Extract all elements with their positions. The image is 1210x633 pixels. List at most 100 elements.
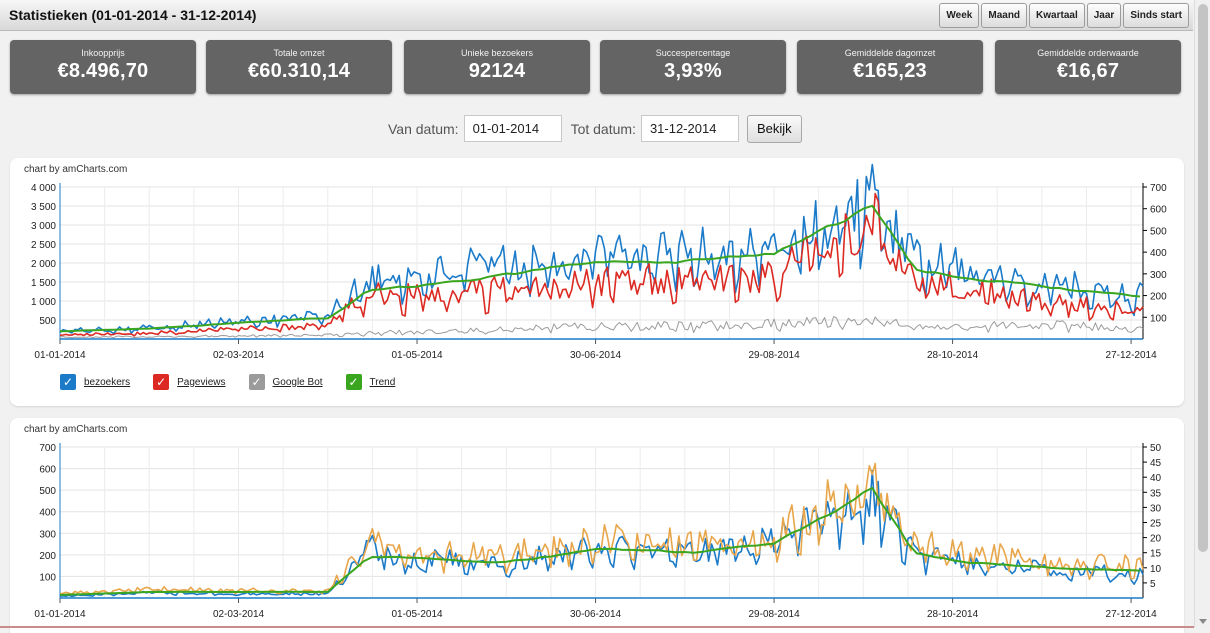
left-axis-tick-label: 3 000 <box>31 221 56 232</box>
kpi-row: Inkoopprijs €8.496,70 Totale omzet €60.3… <box>10 40 1184 94</box>
right-axis-tick-label: 200 <box>1150 292 1167 303</box>
kpi-value: €60.310,14 <box>247 60 351 82</box>
right-axis-tick-label: 15 <box>1150 549 1162 560</box>
kpi-card-purchase-price: Inkoopprijs €8.496,70 <box>10 40 196 94</box>
scrollbar-thumb[interactable] <box>1198 4 1208 552</box>
check-icon: ✓ <box>251 375 262 389</box>
right-axis-tick-label: 40 <box>1150 473 1162 484</box>
series-line-series-1 <box>59 469 1144 598</box>
vertical-scrollbar[interactable] <box>1194 0 1210 628</box>
legend-label[interactable]: Pageviews <box>177 376 226 388</box>
x-axis-tick-label: 27-12-2014 <box>1106 350 1158 361</box>
right-axis-tick-label: 400 <box>1150 248 1167 259</box>
kpi-label: Succespercentage <box>655 48 731 58</box>
left-axis-tick-label: 700 <box>39 443 56 454</box>
from-date-input[interactable] <box>463 115 562 142</box>
x-axis-tick-label: 27-12-2014 <box>1106 609 1158 620</box>
period-month-button[interactable]: Maand <box>981 3 1028 28</box>
x-axis-tick-label: 01-01-2014 <box>34 350 86 361</box>
x-axis-tick-label: 01-05-2014 <box>391 609 443 620</box>
legend-item-pageviews[interactable]: ✓ Pageviews <box>153 374 226 390</box>
chart-credit: chart by amCharts.com <box>24 424 128 435</box>
to-date-label: Tot datum: <box>570 120 636 137</box>
right-axis-tick-label: 5 <box>1150 579 1156 590</box>
right-axis-tick-label: 300 <box>1150 270 1167 281</box>
page-title: Statistieken (01-01-2014 - 31-12-2014) <box>9 7 257 23</box>
left-axis-tick-label: 1 500 <box>31 278 56 289</box>
series-line-google-bot <box>59 316 1144 339</box>
title-bar: Statistieken (01-01-2014 - 31-12-2014) W… <box>0 0 1193 31</box>
kpi-card-success-rate: Succespercentage 3,93% <box>600 40 786 94</box>
scroll-down-icon[interactable] <box>1199 619 1207 624</box>
legend-checkbox[interactable]: ✓ <box>153 374 170 390</box>
kpi-value: €16,67 <box>1056 60 1120 82</box>
right-axis-tick-label: 45 <box>1150 458 1162 469</box>
legend-label[interactable]: Trend <box>369 376 396 388</box>
legend-checkbox[interactable]: ✓ <box>60 374 76 390</box>
legend-checkbox[interactable]: ✓ <box>248 374 265 390</box>
right-axis-tick-label: 30 <box>1150 503 1162 514</box>
x-axis-tick-label: 30-06-2014 <box>570 350 622 361</box>
kpi-label: Gemiddelde orderwaarde <box>1037 48 1139 58</box>
series-line-series-3 <box>59 487 1141 596</box>
left-axis-tick-label: 2 500 <box>31 240 56 251</box>
series-line-series-2 <box>59 462 1144 595</box>
kpi-label: Inkoopprijs <box>81 48 125 58</box>
legend-item-bezoekers[interactable]: ✓ bezoekers <box>60 374 130 390</box>
right-axis-tick-label: 20 <box>1150 534 1162 545</box>
legend-label[interactable]: Google Bot <box>272 376 323 388</box>
period-year-button[interactable]: Jaar <box>1086 3 1122 28</box>
right-axis-tick-label: 25 <box>1150 519 1162 530</box>
left-axis-tick-label: 3 500 <box>31 202 56 213</box>
kpi-value: €8.496,70 <box>57 60 149 82</box>
period-quarter-button[interactable]: Kwartaal <box>1029 3 1085 28</box>
x-axis-tick-label: 28-10-2014 <box>927 609 979 620</box>
left-axis-tick-label: 500 <box>39 316 56 327</box>
kpi-value: 3,93% <box>664 60 722 82</box>
kpi-value: 92124 <box>468 60 526 82</box>
visitors-chart: 500 1 000 1 500 2 000 2 500 3 000 3 500 4 000 10… <box>31 163 1167 361</box>
series-line-pageviews <box>59 192 1144 337</box>
x-axis-tick-label: 29-08-2014 <box>748 609 800 620</box>
orders-chart-panel: chart by amCharts.com 100 200 300 400 500 600… <box>10 418 1184 633</box>
visitors-chart-panel: chart by amCharts.com 500 1 000 1 500 2 000… <box>10 158 1184 406</box>
legend-item-trend[interactable]: ✓ Trend <box>345 374 396 390</box>
x-axis-tick-label: 28-10-2014 <box>927 350 979 361</box>
left-axis-tick-label: 600 <box>39 465 56 476</box>
left-axis-tick-label: 2 000 <box>31 259 56 270</box>
legend-checkbox[interactable]: ✓ <box>345 374 362 390</box>
check-icon: ✓ <box>348 375 359 389</box>
left-axis-tick-label: 400 <box>39 508 56 519</box>
left-axis-tick-label: 4 000 <box>31 183 56 194</box>
right-axis-tick-label: 50 <box>1150 443 1162 454</box>
kpi-label: Totale omzet <box>273 48 325 58</box>
check-icon: ✓ <box>62 375 74 389</box>
right-axis-tick-label: 10 <box>1150 564 1162 575</box>
legend-label[interactable]: bezoekers <box>84 376 131 388</box>
x-axis-tick-label: 01-01-2014 <box>34 609 86 620</box>
right-axis-tick-label: 100 <box>1150 313 1167 324</box>
kpi-card-average-daily-revenue: Gemiddelde dagomzet €165,23 <box>797 40 983 94</box>
chart-credit: chart by amCharts.com <box>24 164 128 175</box>
kpi-card-average-order-value: Gemiddelde orderwaarde €16,67 <box>995 40 1181 94</box>
date-range-form: Van datum: Tot datum: Bekijk <box>388 114 802 143</box>
right-axis-tick-label: 700 <box>1150 183 1167 194</box>
legend-item-google-bot[interactable]: ✓ Google Bot <box>248 374 323 390</box>
series-line-bezoekers <box>59 163 1144 335</box>
period-week-button[interactable]: Week <box>939 3 980 28</box>
right-axis-tick-label: 600 <box>1150 205 1167 216</box>
kpi-value: €165,23 <box>853 60 927 82</box>
to-date-input[interactable] <box>640 115 739 142</box>
x-axis-tick-label: 01-05-2014 <box>391 350 443 361</box>
right-axis-tick-label: 500 <box>1150 226 1167 237</box>
check-icon: ✓ <box>156 375 167 389</box>
series-line-trend <box>59 204 1141 333</box>
x-axis-tick-label: 02-03-2014 <box>213 609 265 620</box>
kpi-label: Unieke bezoekers <box>460 48 534 58</box>
x-axis-tick-label: 29-08-2014 <box>748 350 800 361</box>
period-selector: Week Maand Kwartaal Jaar Sinds start <box>939 3 1189 28</box>
x-axis-tick-label: 02-03-2014 <box>213 350 265 361</box>
view-button[interactable]: Bekijk <box>746 114 802 143</box>
x-axis-tick-label: 30-06-2014 <box>570 609 622 620</box>
period-since-start-button[interactable]: Sinds start <box>1123 3 1189 28</box>
